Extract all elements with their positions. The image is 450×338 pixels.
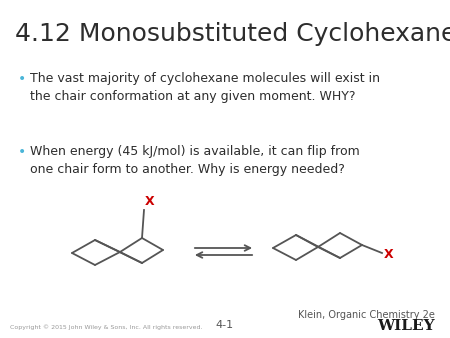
- Text: X: X: [384, 248, 394, 262]
- Text: When energy (45 kJ/mol) is available, it can flip from
one chair form to another: When energy (45 kJ/mol) is available, it…: [30, 145, 360, 176]
- Text: Copyright © 2015 John Wiley & Sons, Inc. All rights reserved.: Copyright © 2015 John Wiley & Sons, Inc.…: [10, 324, 202, 330]
- Text: The vast majority of cyclohexane molecules will exist in
the chair conformation : The vast majority of cyclohexane molecul…: [30, 72, 380, 103]
- Text: 4.12 Monosubstituted Cyclohexane: 4.12 Monosubstituted Cyclohexane: [15, 22, 450, 46]
- Text: WILEY: WILEY: [378, 319, 435, 333]
- Text: •: •: [18, 72, 26, 86]
- Text: 4-1: 4-1: [216, 320, 234, 330]
- Text: •: •: [18, 145, 26, 159]
- Text: X: X: [145, 195, 155, 208]
- Text: Klein, Organic Chemistry 2e: Klein, Organic Chemistry 2e: [298, 310, 435, 320]
